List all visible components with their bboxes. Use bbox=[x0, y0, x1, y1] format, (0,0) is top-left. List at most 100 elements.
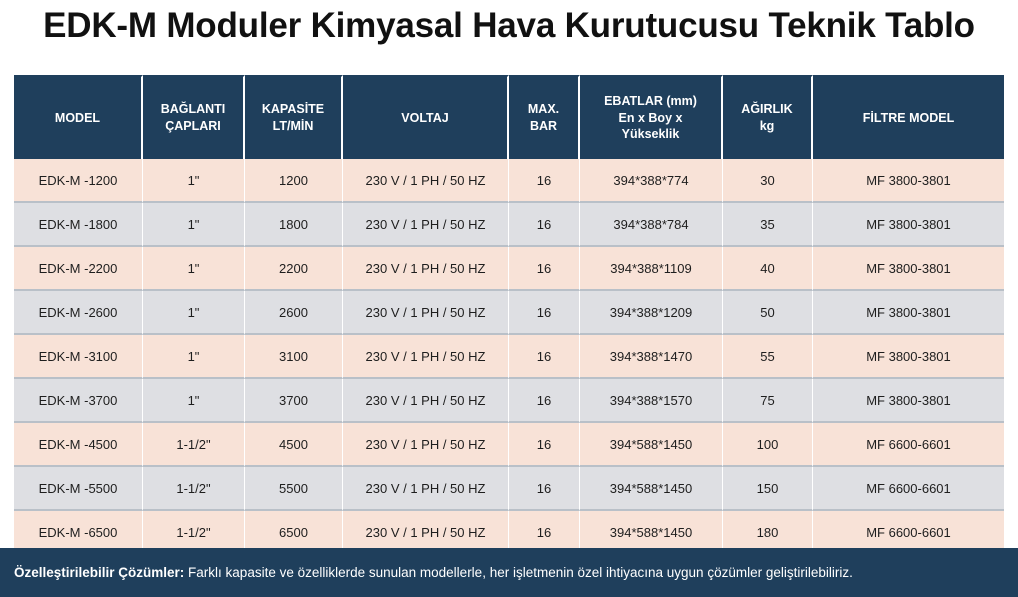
table-row: EDK-M -3700 1" 3700 230 V / 1 PH / 50 HZ 16 3… bbox=[14, 379, 1004, 423]
cell-dimensions: 394*588*1450 bbox=[580, 423, 723, 467]
cell-voltage: 230 V / 1 PH / 50 HZ bbox=[343, 511, 509, 555]
column-header-line: kg bbox=[759, 119, 775, 133]
cell-filter-model: MF 6600-6601 bbox=[813, 511, 1004, 555]
cell-model: EDK-M -2600 bbox=[14, 291, 143, 335]
cell-voltage: 230 V / 1 PH / 50 HZ bbox=[343, 335, 509, 379]
cell-filter-model: MF 3800-3801 bbox=[813, 291, 1004, 335]
footer-text: Farklı kapasite ve özelliklerde sunulan … bbox=[184, 565, 853, 580]
header-dimensions: EBATLAR (mm) En x Boy x Yükseklik bbox=[580, 75, 723, 159]
cell-max-bar: 16 bbox=[509, 159, 580, 203]
cell-capacity: 5500 bbox=[245, 467, 343, 511]
column-header-line: KAPASİTE bbox=[261, 102, 325, 117]
cell-weight: 55 bbox=[723, 335, 813, 379]
header-model: MODEL bbox=[14, 75, 143, 159]
cell-dimensions: 394*388*1209 bbox=[580, 291, 723, 335]
table-header-row: MODEL BAĞLANTI ÇAPLARI KAPASİTE LT/MİN VOLTAJ… bbox=[14, 75, 1004, 159]
cell-capacity: 1200 bbox=[245, 159, 343, 203]
cell-voltage: 230 V / 1 PH / 50 HZ bbox=[343, 291, 509, 335]
table-row: EDK-M -6500 1-1/2" 6500 230 V / 1 PH / 50 H… bbox=[14, 511, 1004, 555]
cell-model: EDK-M -4500 bbox=[14, 423, 143, 467]
cell-connection: 1-1/2" bbox=[143, 423, 245, 467]
footer-label: Özelleştirilebilir Çözümler: bbox=[14, 565, 185, 580]
cell-connection: 1" bbox=[143, 247, 245, 291]
page-title: EDK-M Moduler Kimyasal Hava Kurutucusu T… bbox=[43, 6, 975, 45]
footer-banner: Özelleştirilebilir Çözümler: Farklı kapa… bbox=[0, 548, 1018, 597]
cell-filter-model: MF 6600-6601 bbox=[813, 467, 1004, 511]
cell-max-bar: 16 bbox=[509, 203, 580, 247]
column-header-line: FİLTRE MODEL bbox=[862, 110, 955, 125]
column-header-line: BAR bbox=[529, 119, 558, 133]
cell-filter-model: MF 3800-3801 bbox=[813, 159, 1004, 203]
cell-weight: 40 bbox=[723, 247, 813, 291]
cell-max-bar: 16 bbox=[509, 291, 580, 335]
cell-voltage: 230 V / 1 PH / 50 HZ bbox=[343, 467, 509, 511]
column-header-line: BAĞLANTI bbox=[160, 102, 226, 117]
cell-connection: 1-1/2" bbox=[143, 467, 245, 511]
cell-filter-model: MF 3800-3801 bbox=[813, 379, 1004, 423]
cell-connection: 1" bbox=[143, 379, 245, 423]
cell-voltage: 230 V / 1 PH / 50 HZ bbox=[343, 423, 509, 467]
header-max-bar: MAX. BAR bbox=[509, 75, 580, 159]
cell-max-bar: 16 bbox=[509, 335, 580, 379]
header-connection: BAĞLANTI ÇAPLARI bbox=[143, 75, 245, 159]
column-header-line: MODEL bbox=[54, 110, 101, 125]
column-header-line: Yükseklik bbox=[621, 127, 680, 142]
header-voltage: VOLTAJ bbox=[343, 75, 509, 159]
table-row: EDK-M -3100 1" 3100 230 V / 1 PH / 50 HZ 16 3… bbox=[14, 335, 1004, 379]
header-capacity: KAPASİTE LT/MİN bbox=[245, 75, 343, 159]
column-header-line: En x Boy x bbox=[618, 110, 683, 125]
cell-max-bar: 16 bbox=[509, 467, 580, 511]
cell-model: EDK-M -1800 bbox=[14, 203, 143, 247]
cell-filter-model: MF 6600-6601 bbox=[813, 423, 1004, 467]
cell-connection: 1" bbox=[143, 335, 245, 379]
cell-capacity: 4500 bbox=[245, 423, 343, 467]
cell-filter-model: MF 3800-3801 bbox=[813, 335, 1004, 379]
cell-model: EDK-M -3100 bbox=[14, 335, 143, 379]
column-header-line: VOLTAJ bbox=[401, 110, 449, 125]
cell-dimensions: 394*388*784 bbox=[580, 203, 723, 247]
column-header-line: ÇAPLARI bbox=[165, 119, 221, 133]
cell-voltage: 230 V / 1 PH / 50 HZ bbox=[343, 379, 509, 423]
cell-capacity: 2600 bbox=[245, 291, 343, 335]
table-row: EDK-M -1800 1" 1800 230 V / 1 PH / 50 HZ 16 3… bbox=[14, 203, 1004, 247]
cell-model: EDK-M -1200 bbox=[14, 159, 143, 203]
table-body: EDK-M -1200 1" 1200 230 V / 1 PH / 50 HZ 16 3… bbox=[14, 159, 1004, 555]
cell-weight: 180 bbox=[723, 511, 813, 555]
cell-filter-model: MF 3800-3801 bbox=[813, 203, 1004, 247]
cell-model: EDK-M -3700 bbox=[14, 379, 143, 423]
cell-dimensions: 394*388*774 bbox=[580, 159, 723, 203]
cell-connection: 1" bbox=[143, 203, 245, 247]
column-header-line: AĞIRLIK bbox=[741, 102, 793, 117]
cell-model: EDK-M -5500 bbox=[14, 467, 143, 511]
cell-model: EDK-M -2200 bbox=[14, 247, 143, 291]
cell-voltage: 230 V / 1 PH / 50 HZ bbox=[343, 159, 509, 203]
cell-weight: 30 bbox=[723, 159, 813, 203]
table-row: EDK-M -1200 1" 1200 230 V / 1 PH / 50 HZ 16 3… bbox=[14, 159, 1004, 203]
spec-table: MODEL BAĞLANTI ÇAPLARI KAPASİTE LT/MİN VOLTAJ… bbox=[14, 75, 1004, 555]
cell-weight: 35 bbox=[723, 203, 813, 247]
cell-max-bar: 16 bbox=[509, 247, 580, 291]
cell-dimensions: 394*388*1570 bbox=[580, 379, 723, 423]
cell-connection: 1" bbox=[143, 291, 245, 335]
cell-weight: 100 bbox=[723, 423, 813, 467]
cell-capacity: 2200 bbox=[245, 247, 343, 291]
column-header-line: EBATLAR (mm) bbox=[604, 93, 697, 108]
table-row: EDK-M -2600 1" 2600 230 V / 1 PH / 50 HZ 16 3… bbox=[14, 291, 1004, 335]
header-weight: AĞIRLIK kg bbox=[723, 75, 813, 159]
cell-filter-model: MF 3800-3801 bbox=[813, 247, 1004, 291]
cell-model: EDK-M -6500 bbox=[14, 511, 143, 555]
table-row: EDK-M -4500 1-1/2" 4500 230 V / 1 PH / 50 H… bbox=[14, 423, 1004, 467]
cell-capacity: 6500 bbox=[245, 511, 343, 555]
cell-capacity: 1800 bbox=[245, 203, 343, 247]
cell-voltage: 230 V / 1 PH / 50 HZ bbox=[343, 247, 509, 291]
cell-voltage: 230 V / 1 PH / 50 HZ bbox=[343, 203, 509, 247]
table-row: EDK-M -5500 1-1/2" 5500 230 V / 1 PH / 50 H… bbox=[14, 467, 1004, 511]
cell-connection: 1" bbox=[143, 159, 245, 203]
cell-dimensions: 394*388*1470 bbox=[580, 335, 723, 379]
cell-weight: 150 bbox=[723, 467, 813, 511]
column-header-line: LT/MİN bbox=[272, 119, 314, 133]
column-header-line: MAX. bbox=[527, 102, 560, 117]
cell-weight: 50 bbox=[723, 291, 813, 335]
cell-weight: 75 bbox=[723, 379, 813, 423]
cell-dimensions: 394*588*1450 bbox=[580, 467, 723, 511]
